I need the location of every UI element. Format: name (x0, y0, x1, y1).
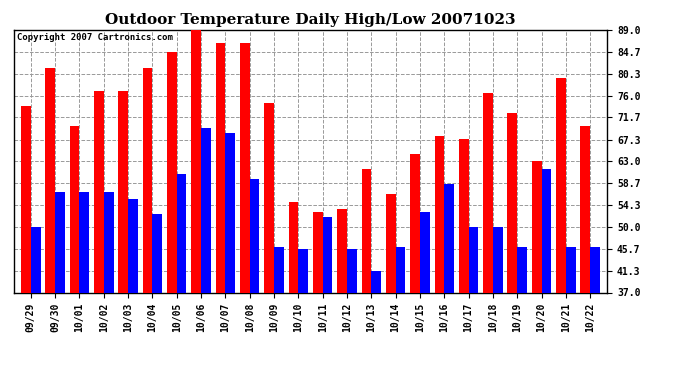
Bar (201, 128, 210, 375)
Bar (288, 202, 298, 375)
Bar (128, 199, 138, 375)
Bar (226, 134, 235, 375)
Bar (556, 78, 566, 375)
Bar (507, 113, 518, 375)
Bar (483, 93, 493, 375)
Bar (435, 136, 444, 375)
Bar (31, 227, 41, 375)
Bar (143, 68, 152, 375)
Bar (337, 209, 347, 375)
Bar (104, 192, 114, 375)
Bar (70, 126, 79, 375)
Bar (469, 227, 478, 375)
Bar (518, 247, 527, 375)
Bar (362, 169, 371, 375)
Bar (216, 43, 226, 375)
Bar (274, 247, 284, 375)
Bar (264, 103, 274, 375)
Bar (55, 192, 65, 375)
Bar (94, 91, 104, 375)
Bar (386, 194, 395, 375)
Bar (313, 212, 323, 375)
Bar (590, 247, 600, 375)
Bar (167, 52, 177, 375)
Bar (395, 247, 405, 375)
Bar (566, 247, 575, 375)
Bar (411, 154, 420, 375)
Bar (240, 43, 250, 375)
Bar (347, 249, 357, 375)
Bar (580, 126, 590, 375)
Bar (177, 174, 186, 375)
Bar (46, 68, 55, 375)
Bar (493, 227, 502, 375)
Bar (444, 184, 454, 375)
Bar (323, 217, 333, 375)
Bar (532, 161, 542, 375)
Bar (21, 106, 31, 375)
Text: Copyright 2007 Cartronics.com: Copyright 2007 Cartronics.com (17, 33, 172, 42)
Bar (250, 179, 259, 375)
Title: Outdoor Temperature Daily High/Low 20071023: Outdoor Temperature Daily High/Low 20071… (105, 13, 516, 27)
Bar (79, 192, 89, 375)
Bar (420, 212, 430, 375)
Bar (152, 214, 162, 375)
Bar (119, 91, 128, 375)
Bar (542, 169, 551, 375)
Bar (191, 30, 201, 375)
Bar (459, 138, 469, 375)
Bar (298, 249, 308, 375)
Bar (371, 271, 381, 375)
